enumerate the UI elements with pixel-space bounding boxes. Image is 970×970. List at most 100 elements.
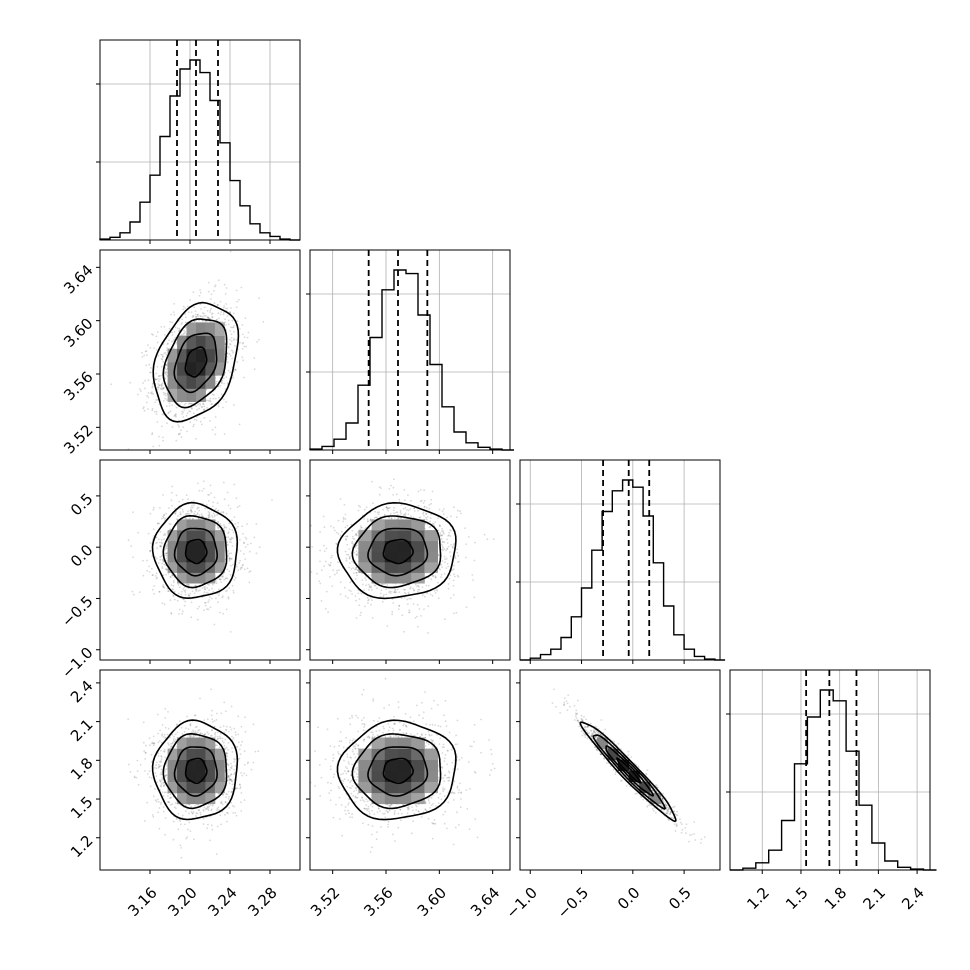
density-cell <box>196 561 206 573</box>
scatter-point <box>446 542 449 544</box>
scatter-point <box>445 557 448 560</box>
density-cell <box>398 530 412 542</box>
scatter-point <box>177 583 180 586</box>
scatter-point <box>146 394 149 397</box>
density-cell <box>358 530 372 542</box>
density-cell <box>205 530 216 542</box>
scatter-point <box>159 556 162 558</box>
scatter-point <box>234 344 236 347</box>
scatter-point <box>271 499 273 501</box>
scatter-point <box>187 311 190 314</box>
scatter-point <box>162 360 165 363</box>
scatter-point <box>201 312 204 315</box>
scatter-point <box>157 386 160 389</box>
scatter-point <box>170 499 173 502</box>
scatter-point <box>224 388 227 390</box>
scatter-point <box>319 531 321 533</box>
scatter-point <box>182 510 185 513</box>
scatter-point <box>219 578 222 581</box>
scatter-point <box>220 511 223 514</box>
scatter-point <box>210 313 213 315</box>
scatter-point <box>447 565 450 568</box>
scatter-point <box>329 564 332 567</box>
scatter-point <box>427 577 430 579</box>
scatter-point <box>323 550 326 552</box>
scatter-point <box>165 552 167 555</box>
scatter-point <box>430 513 432 516</box>
scatter-point <box>174 336 177 339</box>
scatter-point <box>388 488 391 490</box>
scatter-point <box>206 316 209 319</box>
scatter-point <box>165 568 168 571</box>
scatter-point <box>198 407 201 410</box>
scatter-point <box>345 553 348 556</box>
scatter-point <box>232 339 235 341</box>
scatter-point <box>166 587 169 590</box>
scatter-point <box>229 338 231 341</box>
scatter-point <box>400 513 402 515</box>
scatter-point <box>164 547 167 549</box>
scatter-point <box>389 592 392 595</box>
scatter-point <box>423 506 426 508</box>
scatter-point <box>373 584 376 586</box>
contour-level <box>184 538 208 565</box>
scatter-point <box>232 326 235 329</box>
density-cell <box>167 348 178 363</box>
scatter-point <box>185 583 188 586</box>
scatter-point <box>185 512 188 515</box>
scatter-point <box>182 416 185 418</box>
scatter-point <box>221 381 223 383</box>
scatter-point <box>425 512 427 515</box>
scatter-point <box>380 487 382 489</box>
scatter-point <box>367 583 370 586</box>
scatter-point <box>403 596 406 599</box>
scatter-point <box>190 507 192 509</box>
scatter-point <box>207 514 210 517</box>
scatter-point <box>396 588 399 591</box>
scatter-point <box>413 507 416 509</box>
scatter-point <box>158 779 161 781</box>
scatter-point <box>194 584 197 587</box>
scatter-point <box>155 372 158 375</box>
scatter-point <box>168 411 170 414</box>
scatter-point <box>156 547 159 550</box>
density-cell <box>196 322 206 336</box>
scatter-point <box>154 575 157 577</box>
scatter-point <box>354 595 357 597</box>
scatter-point <box>226 356 229 358</box>
scatter-point <box>165 552 168 555</box>
scatter-point <box>319 560 321 563</box>
scatter-point <box>318 580 321 582</box>
scatter-point <box>352 567 355 569</box>
scatter-point <box>366 596 369 599</box>
scatter-point <box>388 506 391 509</box>
scatter-point <box>181 322 183 324</box>
scatter-point <box>158 827 161 830</box>
scatter-point <box>343 503 346 506</box>
scatter-point <box>382 508 384 511</box>
scatter-point <box>323 526 326 529</box>
scatter-point <box>171 485 174 488</box>
scatter-point <box>413 589 415 592</box>
scatter-point <box>330 556 333 559</box>
scatter-point <box>208 589 211 592</box>
scatter-point <box>427 584 430 587</box>
density-cell <box>186 348 197 363</box>
scatter-point <box>346 543 349 546</box>
scatter-point <box>241 356 244 359</box>
scatter-point <box>153 585 156 587</box>
scatter-point <box>141 351 143 354</box>
scatter-point <box>444 618 446 621</box>
scatter-point <box>186 412 189 414</box>
scatter-point <box>230 349 233 352</box>
scatter-point <box>434 575 437 577</box>
scatter-point <box>378 486 381 488</box>
scatter-point <box>143 387 146 390</box>
scatter-point <box>398 605 401 607</box>
scatter-point <box>226 352 229 354</box>
scatter-point <box>355 599 357 602</box>
scatter-point <box>230 536 233 539</box>
scatter-point <box>356 534 358 536</box>
scatter-point <box>171 334 174 336</box>
scatter-point <box>183 598 186 601</box>
